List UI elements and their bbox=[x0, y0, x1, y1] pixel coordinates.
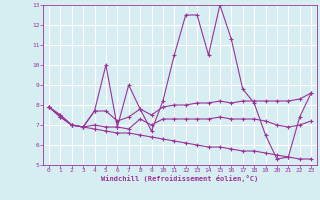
X-axis label: Windchill (Refroidissement éolien,°C): Windchill (Refroidissement éolien,°C) bbox=[101, 175, 259, 182]
